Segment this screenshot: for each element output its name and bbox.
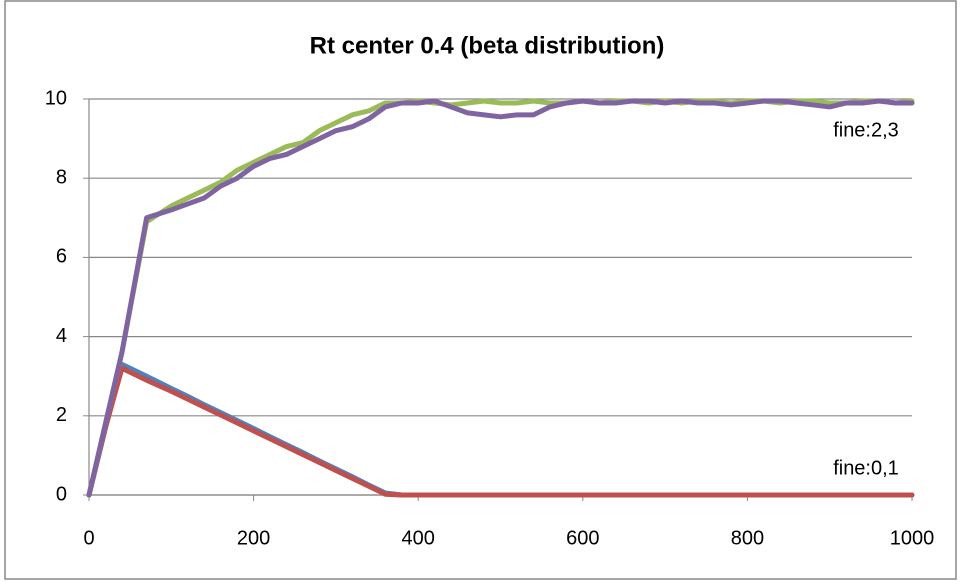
- x-tick-label: 200: [237, 527, 270, 549]
- annotation: fine:2,3: [833, 119, 899, 141]
- x-tick-label: 800: [731, 527, 764, 549]
- y-tick-label: 0: [56, 483, 67, 505]
- y-tick-label: 10: [45, 87, 67, 109]
- chart-title: Rt center 0.4 (beta distribution): [310, 32, 665, 59]
- series-line: [86, 365, 915, 498]
- y-tick-label: 8: [56, 166, 67, 188]
- chart-frame: [4, 0, 957, 580]
- y-tick-label: 4: [56, 325, 67, 347]
- series-line: [86, 98, 915, 498]
- x-tick-label: 1000: [890, 527, 935, 549]
- y-tick-label: 2: [56, 404, 67, 426]
- x-tick-label: 0: [83, 527, 94, 549]
- x-tick-label: 600: [566, 527, 599, 549]
- annotation: fine:0,1: [833, 457, 899, 479]
- x-tick-label: 400: [402, 527, 435, 549]
- y-tick-label: 6: [56, 246, 67, 268]
